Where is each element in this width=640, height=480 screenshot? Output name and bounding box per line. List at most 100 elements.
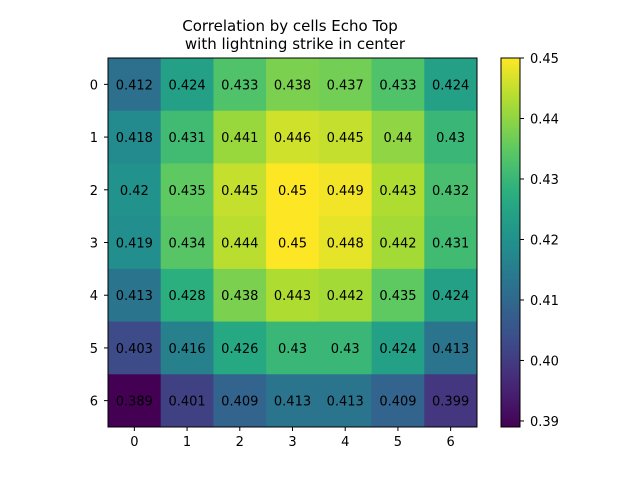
y-tick-label: 1 [90,131,98,146]
cell-value-label: 0.431 [432,237,469,252]
heatmap-cell [318,110,373,164]
heatmap-cell [318,216,373,270]
heatmap-cell [160,268,214,323]
heatmap-cell [108,58,162,112]
cell-value-label: 0.43 [278,342,307,357]
chart-title-line-1: Correlation by cells Echo Top [182,17,398,35]
cell-value-label: 0.438 [274,78,311,93]
heatmap-cell [371,110,425,164]
heatmap-cell-labels: 0.412 0.424 0.433 0.438 0.437 0.433 0.424 0.418… [116,78,470,409]
colorbar-tick-label: 0.42 [530,233,559,248]
cell-value-label: 0.45 [278,237,307,252]
y-tick-label: 4 [90,289,98,304]
heatmap-cell [424,58,478,112]
colorbar-frame [500,57,521,428]
cell-value-label: 0.45 [278,184,307,199]
heatmap-cell [371,58,425,112]
x-tick-label: 4 [341,435,349,450]
heatmap-cell [266,58,320,112]
cell-value-label: 0.443 [274,289,311,304]
cell-value-label: 0.424 [168,78,205,93]
heatmap-cell [318,58,373,112]
heatmap-cell [213,268,267,323]
cell-value-label: 0.424 [379,342,416,357]
heatmap-cell [371,216,425,270]
heatmap-cell [424,374,478,428]
cell-value-label: 0.413 [327,395,364,410]
cell-value-label: 0.43 [436,131,465,146]
colorbar-tick-label: 0.41 [530,294,559,309]
cell-value-label: 0.445 [327,131,364,146]
cell-value-label: 0.418 [116,131,153,146]
cell-value-label: 0.413 [432,342,469,357]
cell-value-label: 0.424 [432,289,469,304]
cell-value-label: 0.448 [327,237,364,252]
heatmap-cell [213,110,267,164]
heatmap-cell [266,110,320,164]
heatmap-cell [424,216,478,270]
y-axis: 0 1 2 3 4 5 6 [90,78,108,410]
cell-value-label: 0.413 [274,395,311,410]
heatmap-cell [371,374,425,428]
heatmap-cell [160,58,214,112]
cell-value-label: 0.433 [379,78,416,93]
heatmap-cells [108,58,478,428]
cell-value-label: 0.44 [383,131,412,146]
heatmap-cell [266,321,320,375]
colorbar [501,58,520,427]
cell-value-label: 0.438 [221,289,258,304]
heatmap-cell [371,163,425,217]
x-tick-label: 0 [130,435,138,450]
heatmap-cell [371,268,425,323]
cell-value-label: 0.433 [221,78,258,93]
heatmap-cell [266,374,320,428]
heatmap-cell [266,163,320,217]
x-tick-label: 5 [394,435,402,450]
y-tick-label: 5 [90,342,98,357]
cell-value-label: 0.42 [120,184,149,199]
heatmap-cell [108,216,162,270]
y-tick-label: 0 [90,78,98,93]
heatmap-cell [108,163,162,217]
x-tick-label: 3 [288,435,296,450]
heatmap-cell [213,374,267,428]
colorbar-tick-label: 0.45 [530,52,559,67]
x-tick-label: 6 [447,435,455,450]
y-tick-label: 6 [90,395,98,410]
heatmap-cell [160,216,214,270]
heatmap-cell [160,163,214,217]
x-tick-label: 2 [236,435,244,450]
cell-value-label: 0.446 [274,131,311,146]
cell-value-label: 0.431 [168,131,205,146]
cell-value-label: 0.445 [221,184,258,199]
cell-value-label: 0.435 [168,184,205,199]
y-tick-label: 3 [90,237,98,252]
heatmap-cell [213,321,267,375]
cell-value-label: 0.401 [168,395,205,410]
cell-value-label: 0.449 [327,184,364,199]
cell-value-label: 0.389 [116,395,153,410]
colorbar-tick-label: 0.43 [530,173,559,188]
heatmap-cell [213,58,267,112]
heatmap-cell [266,216,320,270]
colorbar-tick-label: 0.39 [530,415,559,430]
y-tick-label: 2 [90,184,98,199]
cell-value-label: 0.443 [379,184,416,199]
cell-value-label: 0.428 [168,289,205,304]
heatmap-cell [424,110,478,164]
cell-value-label: 0.435 [379,289,416,304]
heatmap-cell [424,321,478,375]
heatmap-cell [108,268,162,323]
cell-value-label: 0.419 [116,237,153,252]
cell-value-label: 0.434 [168,237,205,252]
cell-value-label: 0.441 [221,131,258,146]
colorbar-tick-label: 0.40 [530,354,559,369]
cell-value-label: 0.442 [327,289,364,304]
heatmap-cell [108,374,162,428]
heatmap-cell [266,268,320,323]
x-tick-label: 1 [183,435,191,450]
heatmap-cell [318,268,373,323]
cell-value-label: 0.403 [116,342,153,357]
colorbar-tick-label: 0.44 [530,112,559,127]
